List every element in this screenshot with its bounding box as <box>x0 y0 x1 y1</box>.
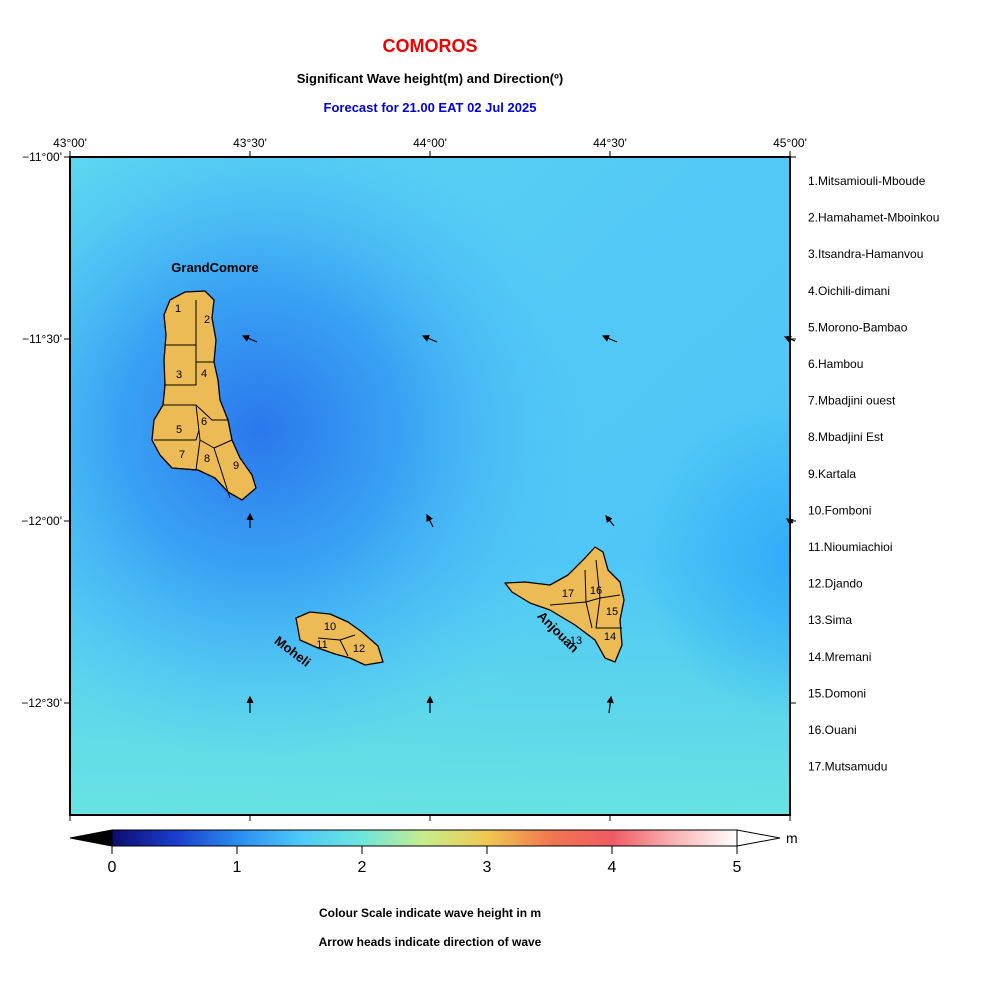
wave-arrow <box>601 335 618 343</box>
region-number: 1 <box>175 303 181 315</box>
lon-label: 44°30' <box>593 136 627 150</box>
colorbar-ticks: 0 1 2 3 4 5 <box>108 846 742 876</box>
lat-label: −12°00' <box>21 514 62 528</box>
region-name: 15.Domoni <box>808 686 866 700</box>
lat-label: −11°30' <box>22 332 62 346</box>
region-number: 3 <box>176 369 182 381</box>
region-name: 2.Hamahamet-Mboinkou <box>808 211 939 225</box>
region-name: 9.Kartala <box>808 467 856 481</box>
wave-arrow <box>426 513 434 528</box>
region-name: 8.Mbadjini Est <box>808 430 884 444</box>
wave-arrow <box>421 335 438 343</box>
region-name: 7.Mbadjini ouest <box>808 394 896 408</box>
region-name: 17.Mutsamudu <box>808 760 887 774</box>
region-number: 10 <box>324 621 336 633</box>
region-name: 14.Mremani <box>808 650 871 664</box>
region-name: 10.Fomboni <box>808 503 871 517</box>
graticule: 43°00' 43°30' 44°00' 44°30' 45°00' −11°00' −11… <box>21 136 807 821</box>
forecast-time: Forecast for 21.00 EAT 02 Jul 2025 <box>324 100 537 115</box>
region-number: 14 <box>604 631 616 643</box>
wave-arrow <box>605 515 615 527</box>
region-number: 16 <box>590 585 602 597</box>
lon-label: 45°00' <box>773 136 807 150</box>
colorbar-tick-label: 2 <box>358 859 367 876</box>
lon-label: 44°00' <box>413 136 447 150</box>
wave-field <box>70 157 790 815</box>
colorbar-tick-label: 4 <box>608 859 617 876</box>
region-name: 11.Nioumiachioi <box>808 540 893 554</box>
lat-label: −12°30' <box>21 696 62 710</box>
colorbar-tick-label: 5 <box>733 859 742 876</box>
region-name: 1.Mitsamiouli-Mboude <box>808 174 926 188</box>
region-name: 12.Djando <box>808 577 863 591</box>
region-name: 13.Sima <box>808 613 852 627</box>
region-name: 3.Itsandra-Hamanvou <box>808 247 923 261</box>
lat-label: −11°00' <box>22 150 62 164</box>
note: Arrow heads indicate direction of wave <box>319 935 542 949</box>
wave-arrow <box>606 695 614 714</box>
title: COMOROS <box>382 36 477 56</box>
region-number: 12 <box>353 643 365 655</box>
colorbar-tick-label: 0 <box>108 859 117 876</box>
region-name: 16.Ouani <box>808 723 857 737</box>
region-number: 13 <box>570 635 582 647</box>
region-name: 6.Hambou <box>808 357 863 371</box>
region-number: 15 <box>606 606 618 618</box>
region-name: 5.Morono-Bambao <box>808 320 908 334</box>
lon-label: 43°30' <box>233 136 267 150</box>
region-number: 5 <box>176 424 182 436</box>
region-number: 8 <box>204 453 210 465</box>
note: Colour Scale indicate wave height in m <box>319 906 541 920</box>
region-number: 7 <box>179 449 185 461</box>
lon-label: 43°00' <box>53 136 87 150</box>
region-legend: 1.Mitsamiouli-Mboude 2.Hamahamet-Mboinkou… <box>808 174 939 774</box>
region-number: 9 <box>233 460 239 472</box>
region-number: 4 <box>201 368 207 380</box>
island-label: GrandComore <box>171 260 258 275</box>
colorbar-unit: m <box>786 830 798 846</box>
region-number: 6 <box>201 416 207 428</box>
region-number: 11 <box>316 639 327 651</box>
subtitle: Significant Wave height(m) and Direction… <box>297 71 563 86</box>
region-name: 4.Oichili-dimani <box>808 284 890 298</box>
colorbar-tick-label: 3 <box>483 859 492 876</box>
colorbar-tick-label: 1 <box>233 859 242 876</box>
wave-arrow <box>241 335 258 343</box>
islands <box>151 290 625 666</box>
region-number: 17 <box>562 588 574 600</box>
colorbar <box>69 829 781 847</box>
region-number: 2 <box>204 314 210 326</box>
